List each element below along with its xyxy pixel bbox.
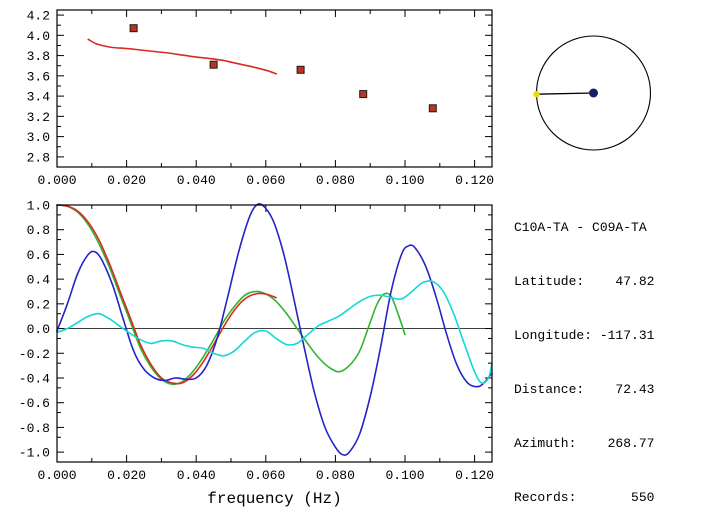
dispersion-picks-marker: [209, 60, 218, 69]
dial-azimuth-line: [536, 92, 594, 95]
distance-text: Distance: 72.43: [514, 382, 655, 397]
x-tick-label: 0.100: [385, 468, 424, 483]
y-tick-label: -0.8: [19, 421, 50, 436]
cyan-curve-path: [56, 280, 493, 384]
plot-frame: [56, 204, 493, 463]
dispersion-picks-marker: [296, 65, 305, 74]
cross-spectrum-plot: 0.000 0.020 0.040 0.060 0.080 0.100 0.120 -1.0 -…: [19, 199, 494, 509]
y-tick-label: 2.8: [27, 150, 50, 165]
station-pair-info: C10A-TA - C09A-TA Latitude: 47.82 Longit…: [514, 183, 654, 519]
series: [87, 24, 437, 113]
azimuth-text: Azimuth: 268.77: [514, 436, 655, 451]
y-tick-label: 1.0: [27, 199, 50, 214]
dispersion-picks-marker: [359, 90, 368, 99]
axis-labels: 0.000 0.020 0.040 0.060 0.080 0.100 0.120 -1.0 -…: [19, 199, 494, 509]
y-tick-label: 4.2: [27, 9, 50, 24]
x-tick-label: 0.040: [177, 173, 216, 188]
ticks: [56, 10, 492, 168]
x-tick-label: 0.000: [37, 468, 76, 483]
axis-labels: 0.000 0.020 0.040 0.060 0.080 0.100 0.120 2.8 3.…: [27, 9, 495, 188]
x-tick-label: 0.120: [455, 173, 494, 188]
records-text: Records: 550: [514, 490, 655, 505]
y-tick-label: 3.2: [27, 110, 50, 125]
green-curve-path: [56, 204, 406, 386]
red-curve-path: [56, 204, 277, 385]
dispersion-curve-path: [87, 38, 277, 75]
y-tick-label: 0.4: [27, 273, 51, 288]
plot-frame: [56, 9, 493, 168]
y-tick-label: -0.2: [19, 347, 50, 362]
y-tick-label: 0.6: [27, 248, 50, 263]
y-tick-label: 3.8: [27, 49, 50, 64]
station-pair-title: C10A-TA - C09A-TA: [514, 220, 647, 235]
y-tick-label: 0.2: [27, 297, 50, 312]
dispersion-plot: 0.000 0.020 0.040 0.060 0.080 0.100 0.120 2.8 3.…: [27, 9, 495, 188]
x-tick-label: 0.020: [107, 173, 146, 188]
x-tick-label: 0.080: [316, 468, 355, 483]
dial-station-dot: [533, 91, 540, 98]
x-tick-label: 0.040: [177, 468, 216, 483]
latitude-text: Latitude: 47.82: [514, 274, 655, 289]
dial-center-dot: [589, 88, 598, 98]
dispersion-picks-marker: [428, 104, 437, 113]
blue-curve-path: [56, 202, 493, 456]
x-tick-label: 0.120: [455, 468, 494, 483]
azimuth-dial: [533, 35, 652, 151]
dispersion-picks-marker: [129, 24, 138, 33]
x-axis-title: frequency (Hz): [207, 490, 341, 508]
x-tick-label: 0.020: [107, 468, 146, 483]
series: [56, 202, 493, 456]
y-tick-label: 3.4: [27, 90, 51, 105]
y-tick-label: 0.8: [27, 223, 50, 238]
x-tick-label: 0.060: [246, 468, 285, 483]
y-tick-label: -1.0: [19, 446, 50, 461]
y-tick-label: 0.0: [27, 322, 50, 337]
ticks: [56, 204, 492, 463]
y-tick-label: 3.6: [27, 69, 50, 84]
x-tick-label: 0.060: [246, 173, 285, 188]
x-tick-label: 0.100: [385, 173, 424, 188]
longitude-text: Longitude: -117.31: [514, 328, 655, 343]
x-tick-label: 0.000: [37, 173, 76, 188]
y-tick-label: 3.0: [27, 130, 50, 145]
y-tick-label: -0.4: [19, 372, 50, 387]
y-tick-label: -0.6: [19, 396, 50, 411]
y-tick-label: 4.0: [27, 29, 50, 44]
x-tick-label: 0.080: [316, 173, 355, 188]
